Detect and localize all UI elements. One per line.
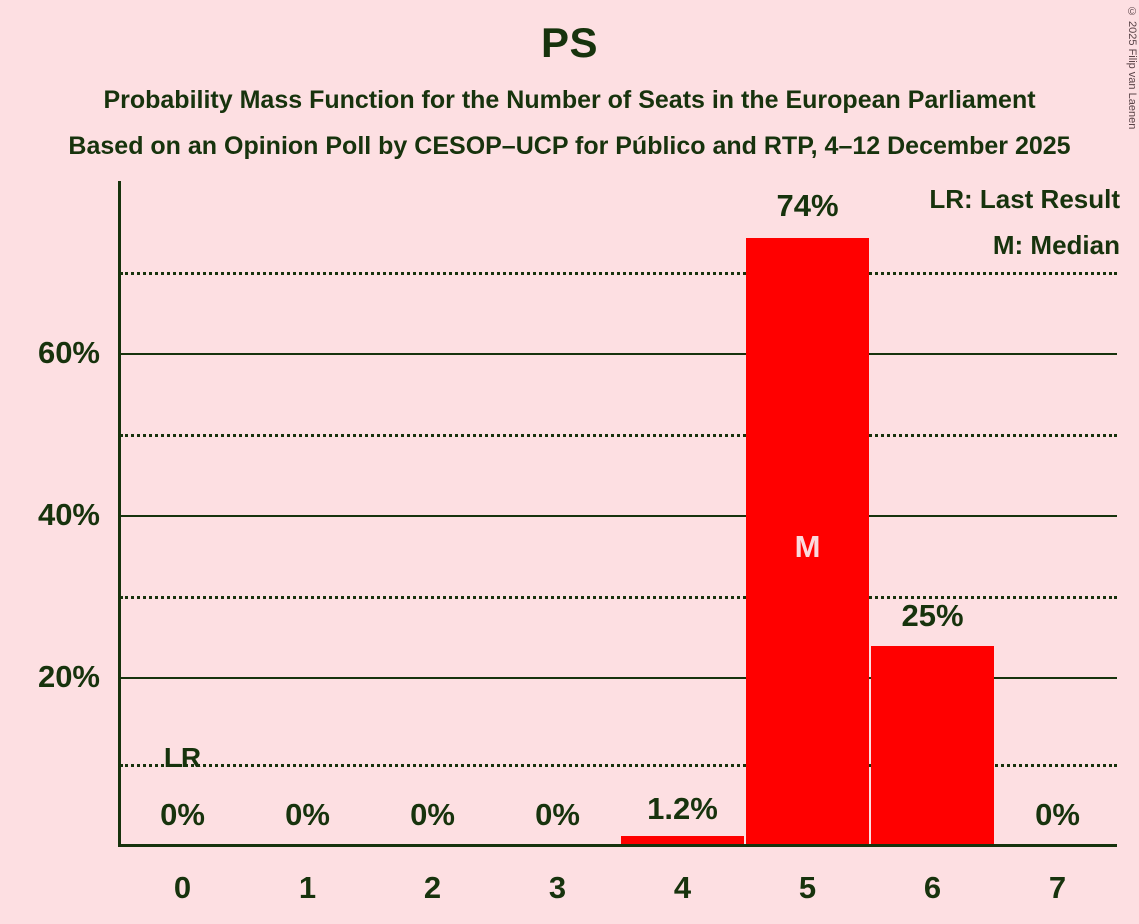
y-tick-label-20: 20% <box>37 659 100 694</box>
x-tick-label-7: 7 <box>1048 870 1067 905</box>
median-marker: M <box>794 529 821 564</box>
gridline-60 <box>120 353 1117 355</box>
legend-last-result: LR: Last Result <box>929 184 1120 214</box>
copyright-notice: © 2025 Filip van Laenen <box>1126 6 1138 130</box>
value-label-2: 0% <box>410 797 455 832</box>
chart-subtitle: Probability Mass Function for the Number… <box>103 86 1036 114</box>
value-label-0: 0% <box>160 797 205 832</box>
bar-4[interactable] <box>621 836 744 845</box>
y-axis-line <box>118 181 121 847</box>
gridline-70 <box>120 272 1117 275</box>
x-tick-label-3: 3 <box>548 870 567 905</box>
value-label-1: 0% <box>285 797 330 832</box>
plot-area <box>120 181 1117 845</box>
x-tick-label-4: 4 <box>673 870 692 905</box>
bar-6[interactable] <box>871 646 994 845</box>
page-title: PS <box>540 19 599 66</box>
x-tick-label-1: 1 <box>298 870 317 905</box>
value-label-4: 1.2% <box>647 791 718 826</box>
gridline-20 <box>120 677 1117 679</box>
value-label-3: 0% <box>535 797 580 832</box>
gridline-40 <box>120 515 1117 517</box>
value-label-6: 25% <box>901 598 964 633</box>
y-tick-label-60: 60% <box>37 335 100 370</box>
gridline-30 <box>120 596 1117 599</box>
value-label-7: 0% <box>1035 797 1080 832</box>
x-tick-label-6: 6 <box>923 870 942 905</box>
x-tick-label-2: 2 <box>423 870 442 905</box>
bar-5[interactable] <box>746 238 869 845</box>
value-label-5: 74% <box>776 188 839 223</box>
last-result-marker: LR <box>163 742 202 773</box>
gridline-10-last-result <box>120 764 1117 767</box>
legend-median: M: Median <box>992 230 1120 260</box>
gridline-50 <box>120 434 1117 437</box>
x-axis-line <box>119 844 1117 847</box>
y-tick-label-40: 40% <box>37 497 100 532</box>
x-tick-label-5: 5 <box>798 870 817 905</box>
x-tick-label-0: 0 <box>173 870 192 905</box>
chart-source-line: Based on an Opinion Poll by CESOP–UCP fo… <box>68 132 1071 160</box>
